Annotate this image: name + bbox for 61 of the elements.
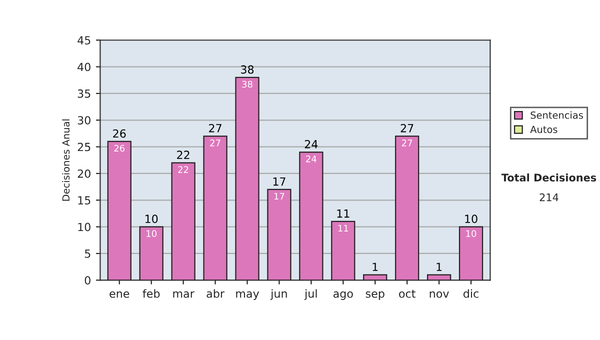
- bar: [235, 76, 260, 280]
- bar: [107, 140, 132, 280]
- total-label: 11: [337, 209, 350, 218]
- bar: [299, 152, 324, 280]
- x-tick-label: dic: [464, 289, 478, 298]
- total-label: 1: [436, 262, 442, 271]
- bar: [267, 188, 292, 280]
- data-label: 11: [338, 224, 348, 232]
- total-label: 22: [177, 150, 190, 159]
- x-tick-label: ene: [110, 291, 130, 298]
- text: Total Decisiones: [501, 173, 596, 182]
- total-label: 38: [241, 65, 254, 74]
- total-label: 24: [304, 140, 318, 148]
- x-tick-label: nov: [430, 291, 449, 298]
- legend-label: Sentencias: [530, 111, 583, 119]
- x-tick-label: jun: [270, 289, 287, 300]
- data-label: 24: [306, 156, 316, 162]
- total-label: 10: [465, 214, 478, 224]
- y-tick-label: 35: [78, 89, 90, 98]
- bar: [458, 226, 484, 280]
- total-label: 17: [273, 177, 286, 186]
- data-label: 10: [146, 230, 156, 238]
- y-tick-label: 40: [78, 62, 90, 72]
- y-tick-label: 45: [78, 36, 90, 44]
- data-label: 22: [178, 166, 188, 173]
- data-label: 10: [466, 230, 476, 238]
- bar: [171, 162, 196, 280]
- x-tick-label: ago: [333, 291, 353, 300]
- x-tick-label: jul: [304, 289, 317, 300]
- x-tick-label: mar: [173, 291, 194, 298]
- y-tick-label: 5: [84, 250, 90, 258]
- bar: [331, 220, 356, 280]
- bar: [426, 274, 452, 280]
- y-axis-title: Decisiones Anual: [62, 119, 70, 201]
- y-tick-label: 20: [78, 169, 90, 178]
- data-label: 27: [210, 139, 220, 146]
- x-tick-label: sep: [366, 291, 384, 300]
- data-label: 27: [402, 139, 412, 146]
- legend-label: Autos: [530, 126, 558, 134]
- bar: [139, 226, 164, 280]
- y-tick-label: 0: [84, 276, 90, 285]
- data-label: 26: [114, 144, 125, 152]
- total-label: 27: [209, 124, 222, 132]
- text: 214: [540, 193, 558, 202]
- data-label: 38: [242, 80, 252, 88]
- total-label: 10: [146, 214, 158, 224]
- y-tick-label: 25: [78, 142, 90, 152]
- x-tick-label: oct: [399, 290, 416, 298]
- bar: [203, 136, 228, 280]
- x-tick-label: abr: [206, 289, 224, 298]
- y-tick-label: 15: [78, 196, 90, 205]
- data-label: 17: [274, 192, 284, 200]
- x-tick-label: may: [236, 291, 260, 300]
- y-tick-label: 30: [78, 116, 90, 125]
- bar: [363, 274, 388, 280]
- bar: [395, 136, 420, 280]
- total-label: 26: [113, 129, 126, 138]
- y-tick-label: 10: [78, 222, 90, 232]
- x-tick-label: feb: [142, 289, 160, 298]
- total-label: 27: [400, 124, 414, 132]
- total-label: 1: [372, 262, 378, 271]
